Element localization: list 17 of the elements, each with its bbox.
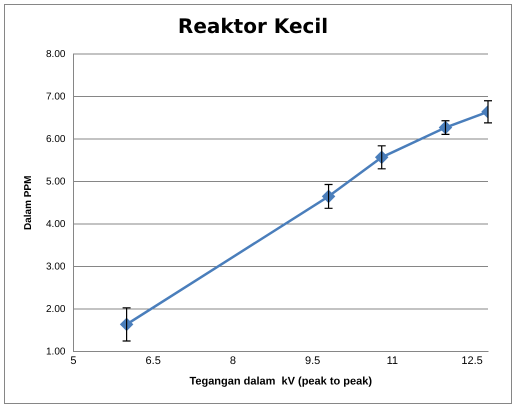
y-tick-label: 4.00	[46, 218, 66, 230]
y-tick-label: 6.00	[46, 134, 66, 145]
x-axis-title: Tegangan dalam kV (peak to peak)	[189, 375, 372, 388]
y-axis-title: Dalam PPM	[22, 176, 34, 230]
chart-title: Reaktor Kecil	[178, 14, 328, 38]
y-tick-label: 2.00	[46, 304, 66, 315]
x-tick-label: 6.5	[146, 355, 161, 368]
x-tick-label: 12.5	[461, 355, 483, 368]
x-tick-label: 8	[230, 355, 236, 368]
y-tick-label: 8.00	[46, 48, 66, 60]
y-tick-label: 5.00	[46, 176, 66, 188]
y-tick-label: 3.00	[46, 261, 66, 272]
x-tick-label: 9.5	[304, 355, 320, 368]
y-tick-label: 7.00	[46, 91, 66, 102]
y-tick-label: 1.00	[46, 346, 66, 358]
x-tick-label: 11	[386, 355, 398, 368]
x-tick-label: 5	[70, 355, 77, 368]
